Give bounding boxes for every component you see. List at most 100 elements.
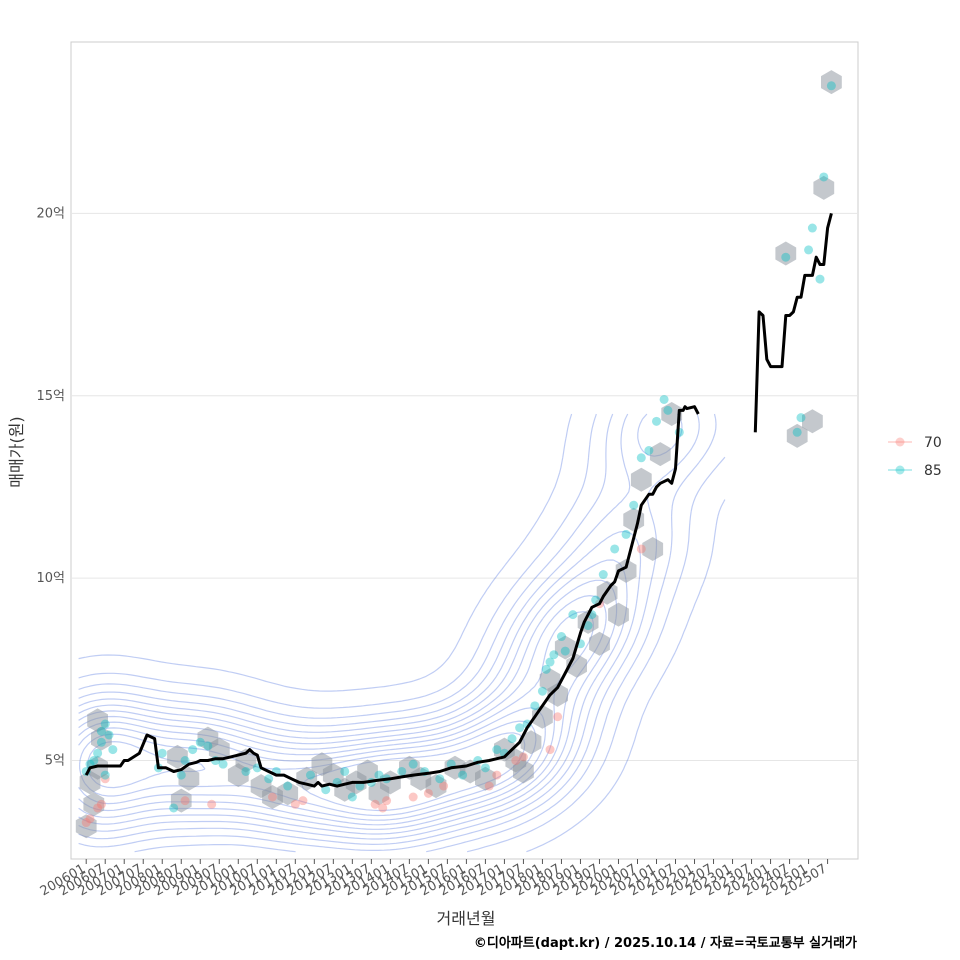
point-70 — [511, 756, 521, 766]
point-70 — [298, 796, 308, 806]
point-70 — [268, 792, 278, 802]
point-70 — [518, 752, 528, 762]
y-tick-label: 15억 — [36, 389, 65, 404]
point-85 — [549, 650, 559, 660]
hexbin-cell — [589, 631, 610, 656]
hexbin-cell — [775, 241, 797, 266]
point-85 — [374, 770, 384, 780]
point-85 — [340, 766, 350, 776]
hexbin-cell — [277, 781, 299, 806]
hexbin-cell — [322, 763, 344, 788]
point-85 — [541, 664, 551, 674]
hexbin-cell — [83, 792, 105, 817]
line-trend-recent — [753, 213, 833, 433]
point-85 — [264, 774, 274, 784]
density-contour — [78, 559, 628, 840]
point-85 — [815, 274, 825, 284]
hexbin-cell — [642, 537, 664, 561]
hexbin-cell — [786, 423, 808, 448]
hexbin-cell — [87, 755, 108, 780]
point-85 — [651, 416, 661, 426]
density-contour — [78, 413, 717, 853]
density-contour — [78, 413, 726, 853]
point-85 — [826, 81, 836, 91]
point-85 — [591, 595, 601, 605]
density-contour — [78, 579, 618, 835]
point-70 — [492, 770, 502, 780]
point-70 — [81, 818, 91, 828]
hexbin-cell — [75, 814, 97, 839]
point-85 — [195, 737, 205, 747]
line-trend — [84, 405, 700, 788]
point-85 — [621, 529, 631, 539]
hexbin-cell — [615, 558, 637, 583]
caption: ©디아파트(dapt.kr) / 2025.10.14 / 자료=국토교통부 실… — [474, 935, 857, 951]
legend-label-85: 85 — [924, 463, 942, 479]
point-85 — [560, 646, 570, 656]
point-85 — [644, 446, 654, 455]
point-85 — [283, 781, 293, 791]
point-70 — [484, 781, 494, 791]
point-70 — [378, 803, 388, 813]
point-85 — [537, 686, 547, 696]
point-85 — [663, 405, 673, 415]
y-tick-label: 10억 — [36, 571, 65, 586]
hexbin-cell — [380, 770, 401, 795]
point-70 — [439, 781, 449, 791]
point-70 — [100, 774, 110, 784]
legend: 70 85 — [888, 435, 942, 479]
point-85 — [104, 730, 114, 740]
hexbin-cell — [554, 635, 576, 660]
hexbin-cell — [87, 708, 108, 733]
point-85 — [397, 766, 407, 776]
point-85 — [96, 737, 106, 747]
point-70 — [408, 792, 418, 802]
hexbin-cell — [661, 402, 683, 426]
density-contour — [78, 413, 700, 851]
point-85 — [100, 719, 110, 729]
point-85 — [792, 427, 802, 437]
point-85 — [93, 748, 103, 758]
hexbin-cell — [91, 726, 112, 751]
y-axis: 5억 10억 15억 20억 — [36, 206, 65, 768]
scatter-points — [81, 81, 836, 828]
hexbin-cell — [178, 766, 200, 791]
point-85 — [515, 723, 525, 733]
point-85 — [347, 792, 357, 802]
point-85 — [218, 759, 228, 769]
point-85 — [89, 756, 99, 766]
hexbin-cell — [813, 175, 835, 200]
point-85 — [610, 544, 620, 554]
hexbin-cell — [167, 744, 188, 769]
hexbin-cell — [649, 442, 671, 467]
y-tick-label: 5억 — [45, 754, 65, 769]
hexbin-cell — [513, 759, 534, 784]
point-85 — [169, 803, 179, 813]
hexbin-cell — [608, 602, 629, 627]
point-85 — [306, 770, 316, 780]
point-85 — [804, 245, 814, 255]
legend-swatch-70 — [895, 437, 905, 447]
point-85 — [556, 632, 566, 642]
point-70 — [85, 814, 95, 824]
point-85 — [507, 734, 517, 744]
point-85 — [203, 741, 213, 751]
point-85 — [408, 759, 418, 769]
x-axis-title: 거래년월 — [437, 909, 496, 928]
y-tick-label: 20억 — [36, 206, 65, 221]
point-85 — [598, 570, 608, 580]
hexbin-cell — [630, 467, 652, 492]
hexbin-cell — [357, 759, 378, 784]
point-85 — [781, 252, 791, 262]
point-85 — [176, 770, 186, 780]
legend-swatch-85 — [895, 465, 905, 475]
point-85 — [796, 413, 806, 423]
point-70 — [207, 799, 217, 809]
hexbin-cell — [547, 682, 568, 707]
point-70 — [370, 799, 380, 809]
point-85 — [321, 785, 331, 795]
hexbin-cell — [802, 409, 823, 434]
hexbin-cell — [520, 730, 542, 755]
point-85 — [435, 774, 445, 784]
